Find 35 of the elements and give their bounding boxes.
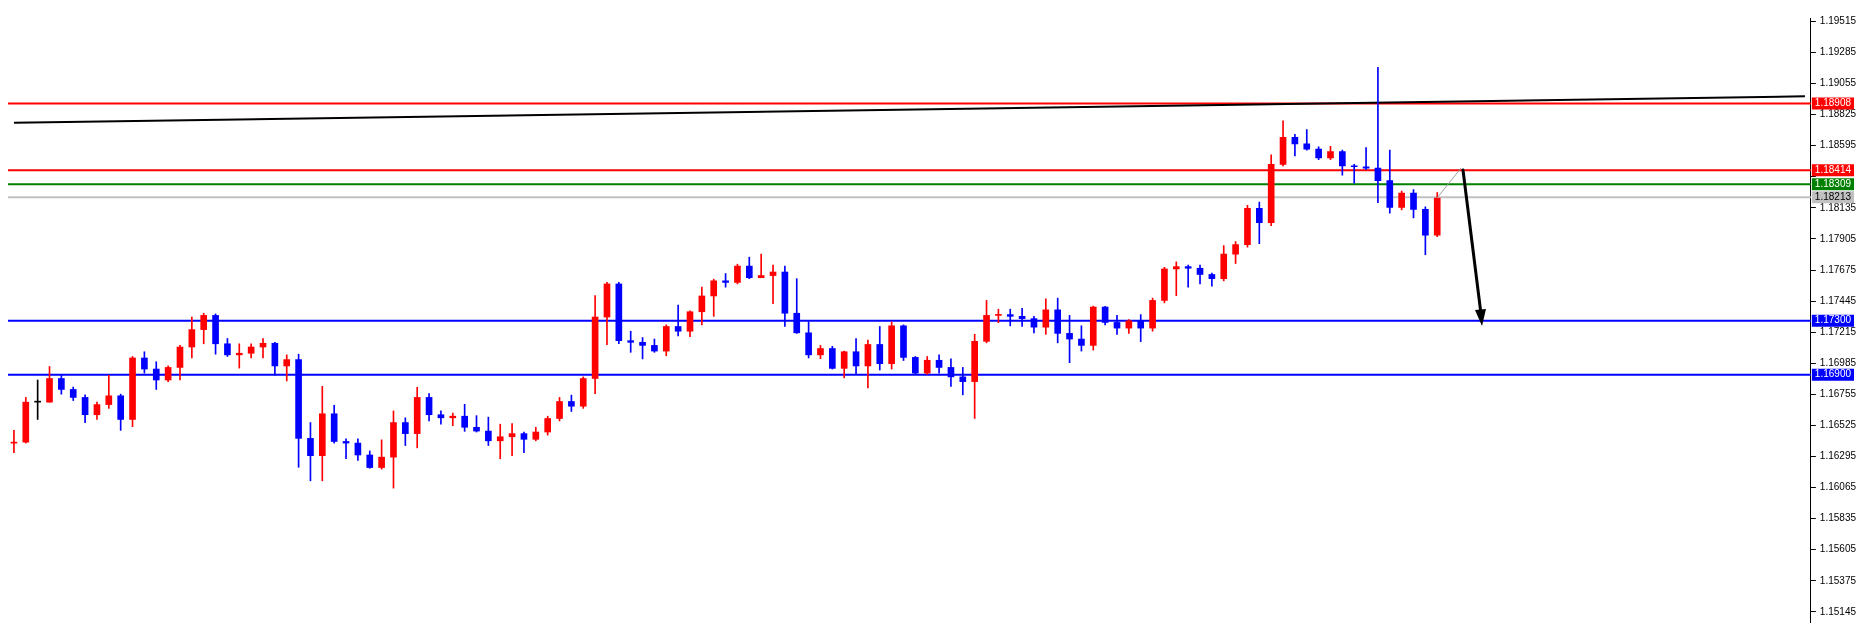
candlestick	[235, 343, 243, 369]
y-tick-label: 1.16525	[1819, 419, 1857, 431]
y-tick-label: 1.17215	[1819, 325, 1857, 337]
candlestick	[449, 412, 457, 426]
y-tick-label: 1.16295	[1819, 450, 1857, 462]
y-tick-label: 1.19515	[1819, 15, 1857, 27]
ref-line-label: 1.18908	[1814, 97, 1852, 109]
y-tick-label: 1.15835	[1819, 512, 1857, 524]
ref-line-label: 1.18414	[1814, 163, 1852, 175]
y-tick-label: 1.17905	[1819, 232, 1857, 244]
y-tick-label: 1.17675	[1819, 263, 1857, 275]
ref-line-label: 1.17300	[1814, 314, 1852, 326]
y-tick-label: 1.16985	[1819, 356, 1857, 368]
candlestick	[508, 423, 516, 456]
candlestick	[627, 330, 635, 353]
y-tick-label: 1.18595	[1819, 139, 1857, 151]
y-tick-label: 1.19285	[1819, 46, 1857, 58]
candlestick	[1350, 164, 1358, 184]
y-tick-label: 1.15375	[1819, 574, 1857, 586]
y-tick-label: 1.16755	[1819, 388, 1857, 400]
candlestick	[1172, 261, 1180, 297]
candlestick	[1362, 147, 1370, 170]
y-tick-label: 1.18825	[1819, 108, 1857, 120]
y-tick-label: 1.17445	[1819, 294, 1857, 306]
y-tick-label: 1.16065	[1819, 481, 1857, 493]
ref-line-label: 1.18309	[1814, 178, 1852, 190]
ref-line-label: 1.18213	[1814, 191, 1852, 203]
y-tick-label: 1.18135	[1819, 201, 1857, 213]
y-tick-label: 1.15605	[1819, 543, 1857, 555]
y-tick-label: 1.15145	[1819, 605, 1857, 617]
ref-line-label: 1.16900	[1814, 368, 1852, 380]
y-tick-label: 1.19055	[1819, 77, 1857, 89]
candlestick	[496, 423, 504, 460]
candlestick	[757, 253, 765, 279]
candlestick	[1184, 264, 1192, 288]
